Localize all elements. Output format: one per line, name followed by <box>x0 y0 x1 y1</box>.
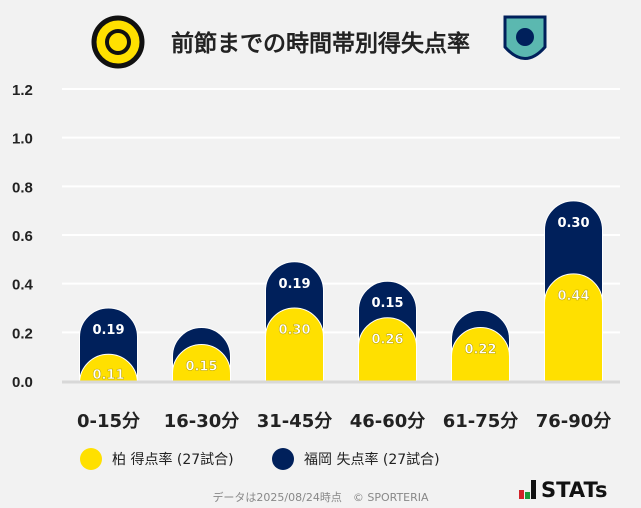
data-label-kashiwa: 0.22 <box>464 342 496 357</box>
y-tick-label: 1.2 <box>12 82 33 99</box>
legend-label: 柏 得点率 (27試合) <box>112 452 234 468</box>
y-tick-label: 1.0 <box>12 131 33 148</box>
y-tick-label: 0.2 <box>12 325 33 342</box>
data-label-kashiwa: 0.30 <box>278 323 310 338</box>
kashiwa-logo <box>91 15 145 69</box>
y-tick-label: 0.4 <box>12 277 34 294</box>
bar-kashiwa <box>358 317 417 382</box>
y-tick-label: 0.6 <box>12 228 33 245</box>
bar-kashiwa <box>172 344 231 382</box>
legend-item-kashiwa: 柏 得点率 (27試合) <box>80 448 234 470</box>
data-label-fukuoka: 0.19 <box>92 323 124 338</box>
legend-item-fukuoka: 福岡 失点率 (27試合) <box>272 448 440 470</box>
bar-kashiwa <box>265 307 324 382</box>
bar-kashiwa <box>79 353 138 384</box>
legend-swatch <box>272 448 294 470</box>
legend-label: 福岡 失点率 (27試合) <box>304 452 440 468</box>
data-label-fukuoka: 0.19 <box>278 277 310 292</box>
data-label-kashiwa: 0.11 <box>92 368 124 383</box>
footer-note: データは2025/08/24時点 © SPORTERIA <box>212 491 429 504</box>
x-tick-label: 16-30分 <box>164 411 240 432</box>
bar-kashiwa <box>451 327 510 382</box>
x-tick-label: 46-60分 <box>350 411 426 432</box>
x-tick-label: 0-15分 <box>77 411 140 432</box>
data-label-kashiwa: 0.26 <box>371 333 403 348</box>
legend-swatch <box>80 448 102 470</box>
stats-brand: STATs <box>519 478 607 502</box>
y-tick-label: 0.0 <box>12 374 33 391</box>
x-tick-label: 76-90分 <box>536 411 612 432</box>
x-tick-label: 31-45分 <box>257 411 333 432</box>
data-label-fukuoka: 0.30 <box>557 216 589 231</box>
bar-kashiwa <box>544 273 603 382</box>
bar-chart: 0.0 0.2 0.4 0.6 0.8 1.0 1.2 0.19 0.11 0-15分 0.15 16… <box>12 82 620 432</box>
brand-text: STATs <box>541 478 608 502</box>
data-label-fukuoka: 0.15 <box>371 296 403 311</box>
y-tick-label: 0.8 <box>12 179 33 196</box>
chart-title: 前節までの時間帯別得失点率 <box>171 31 470 57</box>
fukuoka-logo <box>503 15 547 60</box>
x-tick-label: 61-75分 <box>443 411 519 432</box>
data-label-kashiwa: 0.44 <box>557 289 589 304</box>
data-label-kashiwa: 0.15 <box>185 360 217 375</box>
